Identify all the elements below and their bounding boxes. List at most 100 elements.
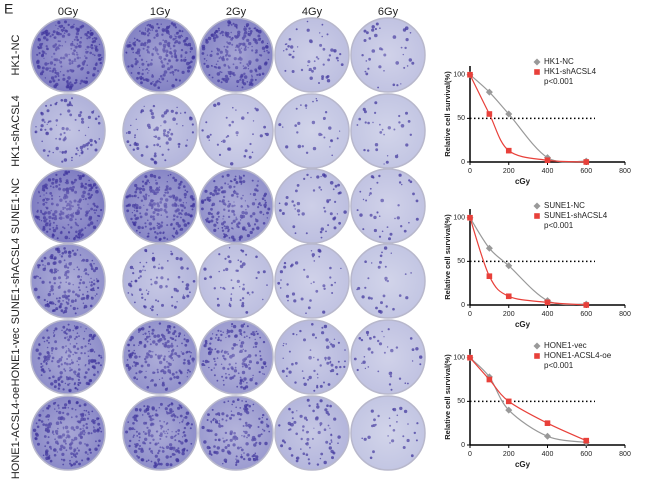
dish bbox=[198, 93, 274, 169]
marker bbox=[467, 214, 473, 221]
marker bbox=[505, 398, 512, 405]
dish-shine bbox=[31, 18, 105, 92]
legend-label: HK1-NC bbox=[544, 57, 574, 66]
legend-label: HONE1-vec bbox=[544, 341, 587, 350]
x-tick-label: 0 bbox=[468, 451, 472, 458]
dish bbox=[350, 243, 426, 319]
dish-shine bbox=[31, 396, 105, 470]
x-axis-label: cGy bbox=[515, 177, 531, 186]
column-label: 4Gy bbox=[302, 6, 323, 18]
dish bbox=[122, 243, 198, 319]
dish bbox=[122, 395, 198, 471]
marker bbox=[467, 71, 473, 78]
dish-shine bbox=[123, 18, 197, 92]
dish bbox=[30, 395, 106, 471]
x-tick-label: 600 bbox=[580, 451, 592, 458]
x-tick-label: 200 bbox=[503, 168, 515, 175]
row-label: HK1-shACSL4 bbox=[10, 95, 22, 167]
legend-label: SUNE1-shACSL4 bbox=[544, 211, 608, 220]
y-tick-label: 50 bbox=[457, 115, 465, 122]
p-value: p<0.001 bbox=[544, 221, 574, 230]
dish-shine bbox=[351, 169, 425, 243]
dish bbox=[198, 17, 274, 93]
dish-shine bbox=[123, 169, 197, 243]
x-tick-label: 600 bbox=[580, 311, 592, 318]
dish bbox=[274, 319, 350, 395]
row-label: SUNE1-shACSL4 bbox=[10, 238, 22, 325]
marker bbox=[467, 354, 473, 361]
dish-shine bbox=[31, 320, 105, 394]
dish bbox=[274, 395, 350, 471]
marker bbox=[544, 157, 551, 164]
dish bbox=[30, 93, 106, 169]
x-axis-label: cGy bbox=[515, 320, 531, 329]
x-tick-label: 400 bbox=[542, 311, 554, 318]
dish-shine bbox=[351, 396, 425, 470]
dish-shine bbox=[199, 18, 273, 92]
y-tick-label: 100 bbox=[453, 72, 465, 79]
marker bbox=[486, 376, 493, 383]
y-tick-label: 50 bbox=[457, 258, 465, 265]
dish-shine bbox=[351, 18, 425, 92]
dish bbox=[122, 319, 198, 395]
marker bbox=[544, 432, 551, 440]
dish-shine bbox=[199, 94, 273, 168]
x-tick-label: 400 bbox=[542, 168, 554, 175]
y-tick-label: 0 bbox=[461, 442, 465, 449]
survival-curve bbox=[469, 357, 587, 443]
dish bbox=[30, 168, 106, 244]
row-label: SUNE1-NC bbox=[10, 178, 22, 234]
x-axis-label: cGy bbox=[515, 460, 531, 469]
panel-label: E bbox=[4, 1, 13, 17]
dish-shine bbox=[199, 169, 273, 243]
row-label: HONE1-vec bbox=[10, 327, 22, 386]
dish-shine bbox=[31, 169, 105, 243]
legend-label: HK1-shACSL4 bbox=[544, 67, 597, 76]
dish-shine bbox=[123, 320, 197, 394]
x-tick-label: 200 bbox=[503, 451, 515, 458]
y-axis-label: Relative cell survival(%) bbox=[443, 214, 452, 300]
legend-marker bbox=[533, 58, 541, 66]
marker bbox=[583, 159, 590, 165]
marker bbox=[505, 293, 512, 300]
column-label: 0Gy bbox=[58, 6, 79, 18]
dish-shine bbox=[275, 94, 349, 168]
dish bbox=[122, 168, 198, 244]
dish bbox=[350, 319, 426, 395]
marker bbox=[486, 111, 493, 117]
x-tick-label: 0 bbox=[468, 311, 472, 318]
column-label: 1Gy bbox=[150, 6, 171, 18]
legend-marker bbox=[534, 69, 540, 75]
dish bbox=[350, 93, 426, 169]
dish bbox=[274, 168, 350, 244]
dish bbox=[198, 319, 274, 395]
dish-shine bbox=[123, 244, 197, 318]
x-tick-label: 0 bbox=[468, 168, 472, 175]
legend-label: SUNE1-NC bbox=[544, 201, 585, 210]
dish bbox=[198, 243, 274, 319]
dish bbox=[274, 243, 350, 319]
dish-shine bbox=[351, 320, 425, 394]
dish bbox=[350, 395, 426, 471]
dish bbox=[30, 319, 106, 395]
dish-shine bbox=[275, 18, 349, 92]
dish-shine bbox=[275, 169, 349, 243]
marker bbox=[485, 244, 493, 252]
dish bbox=[274, 17, 350, 93]
y-axis-label: Relative cell survival(%) bbox=[443, 71, 452, 157]
dish bbox=[30, 17, 106, 93]
dish bbox=[350, 17, 426, 93]
column-label: 6Gy bbox=[378, 6, 399, 18]
x-tick-label: 200 bbox=[503, 311, 515, 318]
y-tick-label: 0 bbox=[461, 302, 465, 309]
dish bbox=[122, 17, 198, 93]
dish-shine bbox=[275, 244, 349, 318]
y-tick-label: 0 bbox=[461, 159, 465, 166]
x-tick-label: 800 bbox=[619, 451, 631, 458]
dish-shine bbox=[31, 244, 105, 318]
dish bbox=[30, 243, 106, 319]
dish bbox=[198, 168, 274, 244]
column-label: 2Gy bbox=[226, 6, 247, 18]
dish-shine bbox=[199, 396, 273, 470]
